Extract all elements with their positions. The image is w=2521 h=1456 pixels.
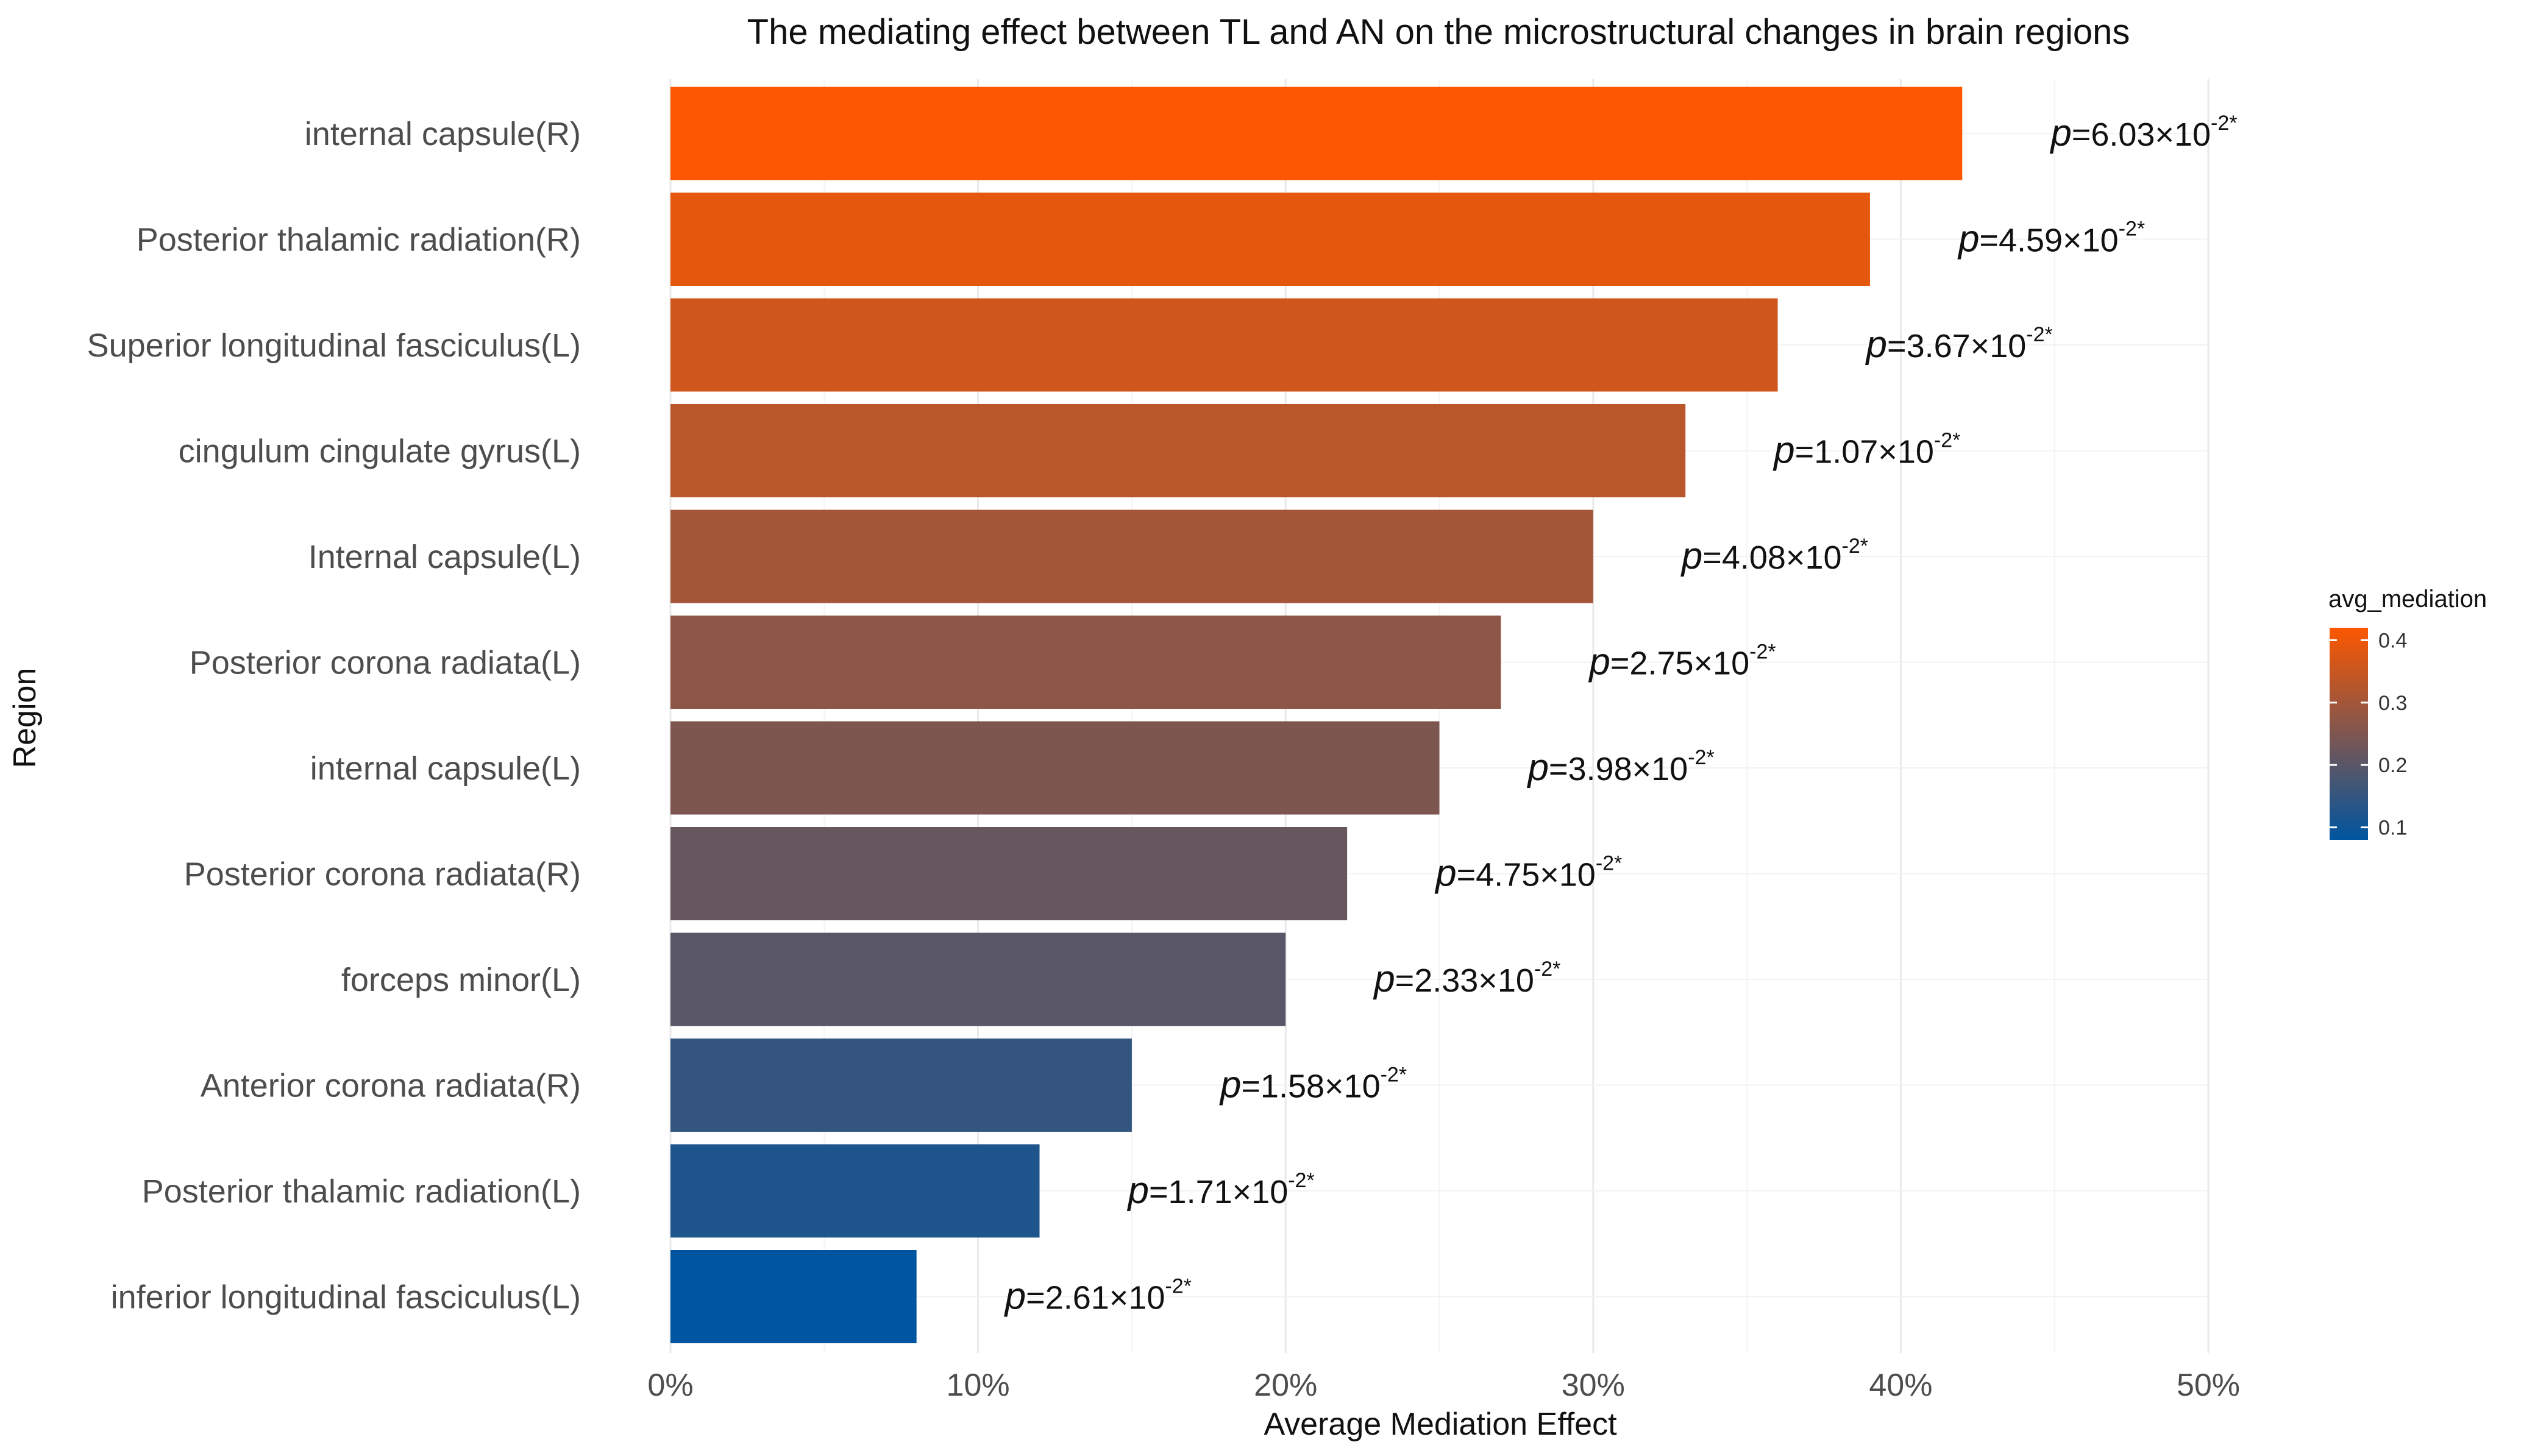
- p-value-label: p=4.08×10-2*: [1680, 534, 1868, 577]
- category-label: Posterior thalamic radiation(L): [142, 1173, 581, 1210]
- bar: [670, 404, 1686, 497]
- category-label: cingulum cingulate gyrus(L): [179, 433, 581, 470]
- category-label: forceps minor(L): [341, 962, 581, 998]
- bar: [670, 721, 1440, 815]
- legend-color-bar: [2330, 628, 2368, 840]
- category-label: Posterior corona radiata(R): [184, 856, 581, 893]
- legend-tick-label: 0.1: [2378, 817, 2407, 840]
- p-value-label: p=1.07×10-2*: [1773, 429, 1960, 472]
- category-label: Posterior thalamic radiation(R): [137, 222, 581, 258]
- category-label: Internal capsule(L): [308, 539, 581, 575]
- bar: [670, 87, 1963, 180]
- p-value-labels: p=6.03×10-2* p=4.59×10-2* p=3.67×10-2* p=1.…: [1004, 112, 2238, 1318]
- category-label: Anterior corona radiata(R): [201, 1068, 581, 1104]
- legend-tick-label: 0.2: [2378, 754, 2407, 777]
- bar: [670, 298, 1778, 392]
- p-value-label: p=3.67×10-2*: [1865, 323, 2053, 366]
- bar: [670, 616, 1501, 709]
- bar: [670, 1144, 1040, 1238]
- category-label: Posterior corona radiata(L): [190, 645, 581, 681]
- p-value-label: p=2.75×10-2*: [1588, 641, 1776, 683]
- category-label: inferior longitudinal fasciculus(L): [111, 1279, 581, 1316]
- p-value-label: p=4.75×10-2*: [1434, 852, 1622, 895]
- legend-tick-label: 0.3: [2378, 692, 2407, 715]
- x-axis-ticks: 0% 10% 20% 30% 40% 50%: [647, 1368, 2240, 1403]
- y-axis-title: Region: [7, 668, 43, 769]
- p-value-label: p=6.03×10-2*: [2049, 112, 2237, 154]
- bars: [670, 87, 1963, 1343]
- bar: [670, 1039, 1132, 1132]
- p-value-label: p=1.58×10-2*: [1219, 1064, 1407, 1106]
- p-value-label: p=4.59×10-2*: [1957, 218, 2145, 260]
- bar: [670, 1250, 917, 1343]
- chart-title: The mediating effect between TL and AN o…: [747, 12, 2130, 52]
- p-value-label: p=3.98×10-2*: [1527, 746, 1715, 789]
- x-tick-label: 30%: [1562, 1368, 1625, 1403]
- legend-title: avg_mediation: [2328, 586, 2487, 613]
- p-value-label: p=1.71×10-2*: [1127, 1169, 1315, 1212]
- x-tick-label: 40%: [1869, 1368, 1932, 1403]
- p-value-label: p=2.61×10-2*: [1004, 1275, 1192, 1318]
- bar: [670, 510, 1593, 603]
- x-tick-label: 0%: [647, 1368, 693, 1403]
- x-tick-label: 10%: [947, 1368, 1010, 1403]
- category-label: internal capsule(L): [310, 750, 581, 787]
- category-label: internal capsule(R): [305, 116, 581, 152]
- color-legend: avg_mediation 0.1 0.2 0.3 0.4: [2328, 586, 2487, 840]
- p-value-label: p=2.33×10-2*: [1373, 957, 1560, 1000]
- x-axis-title: Average Mediation Effect: [1264, 1407, 1617, 1442]
- bar: [670, 193, 1870, 286]
- legend-tick-label: 0.4: [2378, 629, 2407, 652]
- bar: [670, 932, 1286, 1026]
- bar: [670, 827, 1348, 920]
- x-tick-label: 20%: [1254, 1368, 1317, 1403]
- category-labels: internal capsule(R) Posterior thalamic ra…: [87, 116, 581, 1316]
- legend-ticks: 0.1 0.2 0.3 0.4: [2330, 629, 2407, 840]
- x-tick-label: 50%: [2177, 1368, 2240, 1403]
- category-label: Superior longitudinal fasciculus(L): [87, 327, 581, 364]
